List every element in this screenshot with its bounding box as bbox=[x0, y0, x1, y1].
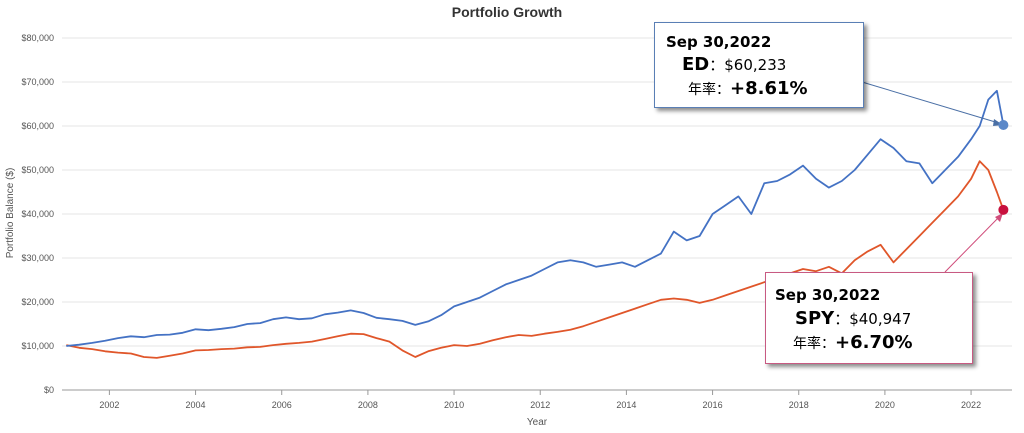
y-tick-label: $70,000 bbox=[21, 77, 54, 87]
y-tick-label: $80,000 bbox=[21, 33, 54, 43]
callout-spy-ticker: SPY bbox=[795, 308, 835, 329]
series-line-spy bbox=[66, 160, 1005, 359]
callout-ed-ticker: ED bbox=[682, 54, 710, 75]
x-tick-label: 2006 bbox=[272, 400, 292, 410]
callout-spy-connector bbox=[944, 213, 1003, 273]
y-tick-label: $0 bbox=[44, 385, 54, 395]
x-tick-label: 2022 bbox=[961, 400, 981, 410]
x-axis-ticks: 2002 2004 2006 2008 2010 2012 2014 2016 2018 2020… bbox=[99, 390, 981, 410]
callout-ed-cagr: +8.61% bbox=[730, 78, 808, 99]
y-tick-label: $50,000 bbox=[21, 165, 54, 175]
x-tick-label: 2010 bbox=[444, 400, 464, 410]
y-tick-label: $10,000 bbox=[21, 341, 54, 351]
x-tick-label: 2018 bbox=[789, 400, 809, 410]
callout-ed: Sep 30,2022 ED：$60,233 年率：+8.61% bbox=[654, 22, 864, 108]
x-tick-label: 2016 bbox=[703, 400, 723, 410]
x-tick-label: 2002 bbox=[99, 400, 119, 410]
y-tick-label: $40,000 bbox=[21, 209, 54, 219]
end-marker-spy bbox=[998, 204, 1009, 215]
y-axis-label: Portfolio Balance ($) bbox=[5, 168, 16, 259]
y-tick-label: $30,000 bbox=[21, 253, 54, 263]
y-tick-label: $60,000 bbox=[21, 121, 54, 131]
x-tick-label: 2014 bbox=[616, 400, 636, 410]
x-axis-label: Year bbox=[527, 417, 548, 428]
chart-title: Portfolio Growth bbox=[452, 4, 562, 20]
callout-spy-date: Sep 30,2022 bbox=[775, 286, 881, 304]
endpoint-markers bbox=[998, 119, 1009, 215]
grid-lines bbox=[62, 37, 1012, 347]
callout-spy-cagr: +6.70% bbox=[835, 332, 913, 353]
callout-spy-arrowhead bbox=[995, 213, 1003, 222]
y-tick-label: $20,000 bbox=[21, 297, 54, 307]
x-tick-label: 2020 bbox=[875, 400, 895, 410]
callout-ed-date: Sep 30,2022 bbox=[666, 33, 772, 51]
callout-ed-value: $60,233 bbox=[724, 56, 787, 74]
y-axis-ticks: $0 $10,000 $20,000 $30,000 $40,000 $50,000 $60… bbox=[21, 33, 54, 395]
series-group bbox=[66, 89, 1005, 359]
callout-ed-cagr-label: 年率 bbox=[688, 82, 716, 98]
callout-spy-cagr-label: 年率 bbox=[793, 336, 821, 352]
end-marker-ed bbox=[998, 119, 1009, 130]
series-line-ed bbox=[66, 89, 1005, 347]
x-tick-label: 2008 bbox=[358, 400, 378, 410]
callout-spy: Sep 30,2022 SPY：$40,947 年率：+6.70% bbox=[765, 272, 973, 364]
x-tick-label: 2012 bbox=[530, 400, 550, 410]
x-tick-label: 2004 bbox=[186, 400, 206, 410]
callout-spy-value: $40,947 bbox=[849, 310, 912, 328]
callout-ed-connector bbox=[861, 81, 1003, 125]
